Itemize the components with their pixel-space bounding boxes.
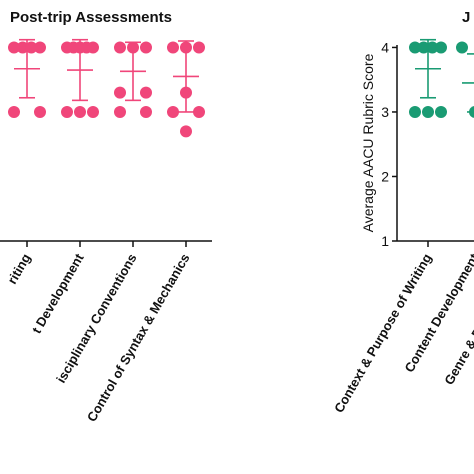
y-axis-label: Average AACU Rubric Score bbox=[360, 53, 376, 232]
data-point bbox=[25, 41, 38, 54]
data-point bbox=[140, 86, 152, 99]
data-point bbox=[167, 41, 179, 54]
data-point bbox=[87, 41, 99, 54]
data-point bbox=[61, 105, 73, 118]
data-point bbox=[8, 105, 20, 118]
x-tick-label: riting bbox=[4, 251, 33, 287]
y-tick-label: 1 bbox=[381, 233, 389, 249]
data-point bbox=[193, 41, 205, 54]
data-point bbox=[8, 41, 20, 54]
y-tick-label: 2 bbox=[381, 168, 389, 184]
data-point bbox=[87, 105, 99, 118]
data-point bbox=[180, 125, 192, 138]
data-point bbox=[409, 105, 421, 118]
data-point bbox=[409, 41, 421, 54]
data-point bbox=[435, 105, 447, 118]
y-tick-label: 3 bbox=[381, 104, 389, 120]
chart-title: J bbox=[462, 9, 470, 26]
data-point bbox=[114, 105, 126, 118]
data-point bbox=[34, 41, 46, 54]
data-point bbox=[16, 41, 29, 54]
x-tick-label: t Development bbox=[29, 250, 87, 336]
data-point bbox=[456, 41, 468, 54]
x-tick-label: Context & Purpose of Writing bbox=[331, 251, 435, 415]
y-tick-label: 4 bbox=[381, 39, 389, 55]
data-point bbox=[140, 105, 152, 118]
data-point bbox=[417, 41, 430, 54]
data-point bbox=[114, 86, 126, 99]
chart-title: Post-trip Assessments bbox=[10, 9, 172, 26]
data-point bbox=[435, 41, 447, 54]
data-point bbox=[193, 105, 205, 118]
data-point bbox=[426, 41, 439, 54]
data-point bbox=[167, 105, 179, 118]
data-point bbox=[422, 105, 434, 118]
data-point bbox=[34, 105, 46, 118]
data-point bbox=[140, 41, 152, 54]
data-point bbox=[114, 41, 126, 54]
x-tick-label: Control of Syntax & Mechanics bbox=[84, 251, 193, 424]
data-point bbox=[74, 105, 86, 118]
